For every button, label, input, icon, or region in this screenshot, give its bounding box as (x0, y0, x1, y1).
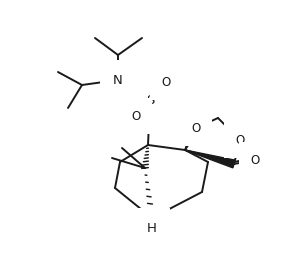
Text: N: N (113, 73, 123, 87)
Text: O: O (191, 121, 201, 135)
Polygon shape (185, 126, 200, 150)
Text: O: O (235, 133, 245, 147)
Polygon shape (185, 150, 235, 168)
Text: O: O (131, 109, 141, 123)
Text: H: H (147, 221, 157, 235)
Text: O: O (161, 76, 170, 88)
Text: O: O (250, 153, 259, 167)
Text: S: S (146, 93, 154, 106)
